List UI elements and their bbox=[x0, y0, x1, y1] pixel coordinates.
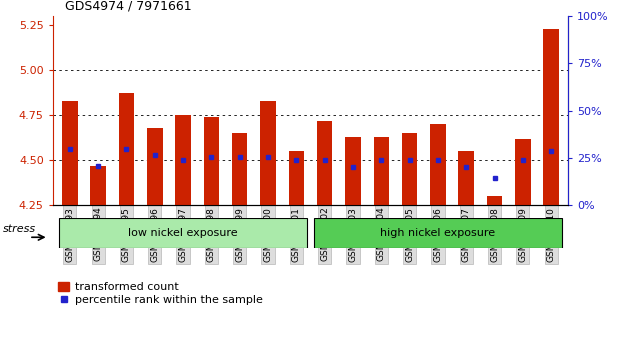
Bar bbox=[458, 151, 474, 205]
Bar bbox=[62, 101, 78, 205]
Bar bbox=[430, 124, 446, 205]
Bar bbox=[487, 196, 502, 205]
Bar bbox=[289, 151, 304, 205]
Bar bbox=[373, 137, 389, 205]
Bar bbox=[204, 117, 219, 205]
Bar bbox=[543, 29, 559, 205]
Bar bbox=[260, 101, 276, 205]
Bar bbox=[345, 137, 361, 205]
Bar bbox=[119, 93, 134, 205]
Text: high nickel exposure: high nickel exposure bbox=[381, 228, 496, 238]
Bar bbox=[402, 133, 417, 205]
Text: stress: stress bbox=[3, 224, 36, 234]
Bar bbox=[90, 166, 106, 205]
Bar bbox=[147, 128, 163, 205]
Bar bbox=[515, 138, 531, 205]
Bar bbox=[59, 218, 307, 248]
Bar bbox=[232, 133, 248, 205]
Text: low nickel exposure: low nickel exposure bbox=[129, 228, 238, 238]
Bar bbox=[314, 218, 562, 248]
Legend: transformed count, percentile rank within the sample: transformed count, percentile rank withi… bbox=[58, 282, 263, 306]
Bar bbox=[175, 115, 191, 205]
Text: GDS4974 / 7971661: GDS4974 / 7971661 bbox=[65, 0, 192, 12]
Bar bbox=[317, 121, 332, 205]
